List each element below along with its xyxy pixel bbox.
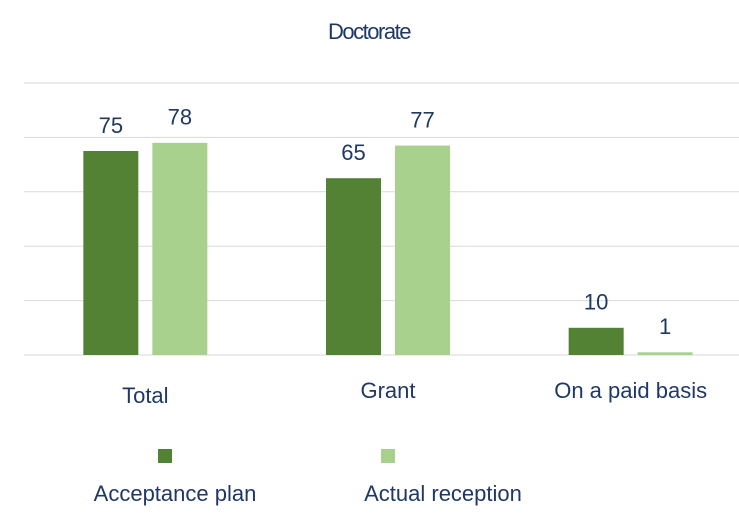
bar — [637, 352, 693, 355]
data-label: 75 — [99, 113, 123, 138]
x-tick-label: Total — [122, 383, 168, 408]
bar — [326, 178, 381, 355]
x-tick-label: On a paid basis — [554, 378, 707, 403]
bar — [83, 151, 139, 355]
data-label: 10 — [584, 290, 608, 315]
bar — [395, 145, 450, 355]
data-label: 78 — [168, 105, 192, 130]
data-label: 1 — [659, 314, 671, 339]
bar — [152, 142, 208, 355]
legend-label: Actual reception — [364, 481, 522, 506]
data-label: 65 — [341, 140, 365, 165]
bar — [568, 327, 624, 355]
legend-label: Acceptance plan — [94, 481, 257, 506]
data-label: 77 — [410, 107, 434, 132]
chart-title: Doctorate — [328, 19, 411, 44]
x-tick-label: Grant — [360, 378, 415, 403]
legend-swatch — [381, 449, 395, 463]
legend-swatch — [158, 449, 172, 463]
